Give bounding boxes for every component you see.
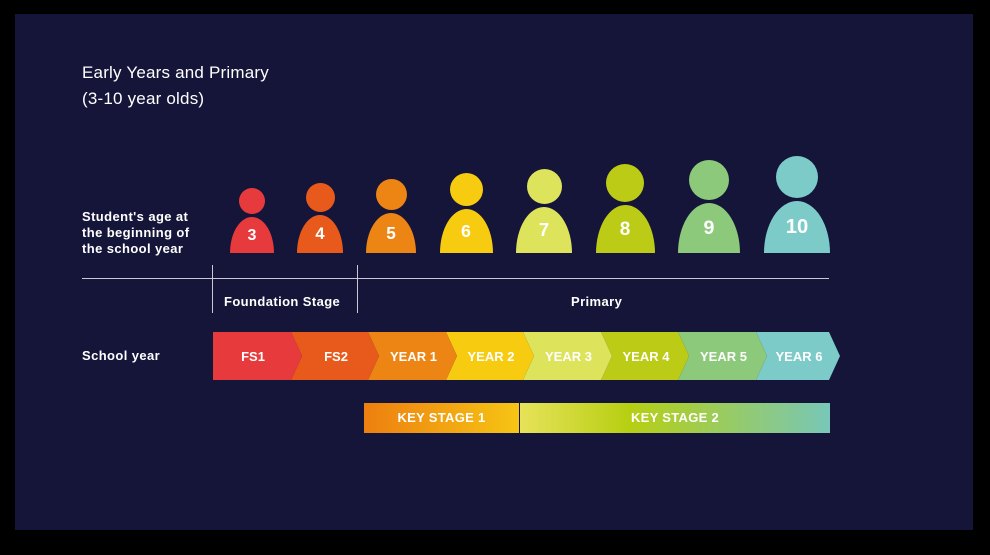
stage-boundary-left [212,265,213,313]
figure-head [526,169,562,204]
age-figure-10: 10 [764,156,830,253]
key-stage-2-bar: KEY STAGE 2 [520,403,830,433]
age-number: 9 [703,216,715,239]
figure-head [606,164,644,202]
school-year-chevron-2 [291,332,379,380]
age-figure-3: 3 [230,188,274,253]
school-year-chevron-8 [756,332,840,380]
diagram-panel [15,14,973,530]
school-year-label-6: YEAR 4 [623,349,671,364]
age-label-line-1: Student's age at [82,209,189,224]
figure-head [776,156,818,198]
age-number: 5 [386,222,396,243]
age-number: 8 [619,218,631,240]
age-figure-4: 4 [297,183,343,253]
school-year-chevron-5 [523,332,612,380]
school-year-label-3: YEAR 1 [390,349,437,364]
school-year-label-4: YEAR 2 [468,349,515,364]
school-year-label-8: YEAR 6 [776,349,823,364]
age-number: 4 [315,224,325,244]
school-year-chevron-4 [446,332,534,380]
age-figure-8: 8 [595,164,655,253]
school-year-label-2: FS2 [324,349,348,364]
age-number: 3 [247,227,257,244]
figure-head [305,183,335,212]
figure-head [689,160,729,200]
school-year-label-1: FS1 [241,349,265,364]
stage-divider-line [82,278,829,279]
school-year-label-7: YEAR 5 [700,349,747,364]
age-figure-9: 9 [678,160,740,253]
age-figure-6: 6 [439,173,493,253]
age-figure-5: 5 [366,179,416,253]
age-row-label: Student's age at the beginning of the sc… [82,209,212,257]
age-number: 10 [785,216,809,239]
school-year-label-5: YEAR 3 [545,349,592,364]
stage-boundary-middle [357,265,358,313]
diagram-subtitle: (3-10 year olds) [82,89,205,108]
school-year-chevron-7 [678,332,767,380]
key-stage-1-bar: KEY STAGE 1 [364,403,519,433]
primary-stage-label: Primary [571,294,623,309]
school-year-chevron-3 [368,332,457,380]
age-label-line-3: the school year [82,241,184,256]
age-number: 6 [461,220,471,241]
figure-head [449,173,483,206]
school-year-chevron-1 [213,332,302,380]
diagram-title: Early Years and Primary [82,63,269,82]
school-year-row-label: School year [82,348,161,363]
figure-head [375,179,407,210]
age-number: 7 [538,219,550,241]
age-figure-7: 7 [516,169,572,253]
foundation-stage-label: Foundation Stage [224,294,341,309]
school-year-chevron-6 [601,332,689,380]
figure-head [239,188,265,214]
age-label-line-2: the beginning of [82,225,190,240]
